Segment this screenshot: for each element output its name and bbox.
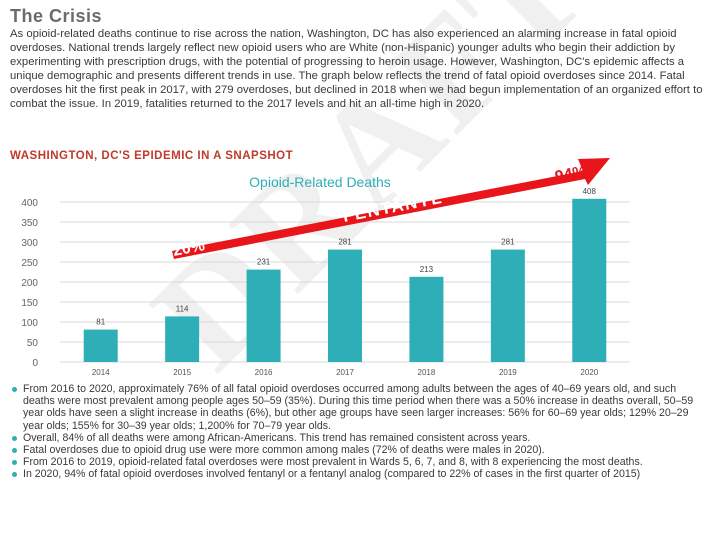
bar bbox=[490, 249, 525, 362]
x-tick-label: 2020 bbox=[580, 368, 598, 377]
bar-value-label: 81 bbox=[96, 318, 105, 327]
bullet-age-groups: From 2016 to 2020, approximately 76% of … bbox=[10, 383, 710, 432]
y-tick-label: 250 bbox=[21, 258, 38, 269]
start-percent-label: 20% bbox=[172, 237, 207, 260]
key-findings-list: From 2016 to 2020, approximately 76% of … bbox=[10, 383, 710, 481]
bar-value-label: 281 bbox=[338, 238, 352, 247]
snapshot-heading: WASHINGTON, DC'S EPIDEMIC IN A SNAPSHOT bbox=[10, 150, 294, 162]
y-tick-label: 200 bbox=[21, 278, 38, 289]
bar bbox=[328, 249, 362, 362]
bar-value-label: 281 bbox=[501, 238, 515, 247]
bar-value-label: 213 bbox=[420, 265, 434, 274]
bar-value-label: 231 bbox=[257, 258, 271, 267]
chart-bars: 81 114 231 281 213 281 408 bbox=[83, 187, 607, 362]
opioid-deaths-chart: Opioid-Related Deaths 0 50 100 150 200 250 300… bbox=[21, 158, 630, 377]
bar bbox=[572, 198, 607, 362]
bullet-fentanyl: In 2020, 94% of fatal opioid overdoses i… bbox=[10, 468, 710, 480]
y-tick-label: 150 bbox=[21, 298, 38, 309]
x-tick-label: 2014 bbox=[92, 368, 110, 377]
bullet-wards: From 2016 to 2019, opioid-related fatal … bbox=[10, 456, 710, 468]
intro-paragraph: As opioid-related deaths continue to ris… bbox=[10, 28, 703, 110]
x-axis: 2014 2015 2016 2017 2018 2019 2020 bbox=[92, 368, 599, 377]
y-tick-label: 350 bbox=[21, 218, 38, 229]
bullet-gender: Fatal overdoses due to opioid drug use w… bbox=[10, 444, 710, 456]
chart-title: Opioid-Related Deaths bbox=[249, 174, 391, 190]
bar bbox=[246, 269, 281, 362]
y-tick-label: 50 bbox=[27, 338, 39, 349]
bar bbox=[165, 316, 200, 362]
x-tick-label: 2018 bbox=[418, 368, 436, 377]
x-tick-label: 2019 bbox=[499, 368, 517, 377]
bar bbox=[83, 329, 118, 362]
bar-value-label: 408 bbox=[583, 187, 597, 196]
x-tick-label: 2015 bbox=[173, 368, 191, 377]
page-title: The Crisis bbox=[10, 6, 103, 26]
trend-arrow-shape bbox=[172, 158, 610, 259]
y-axis: 0 50 100 150 200 250 300 350 400 bbox=[21, 198, 38, 369]
y-tick-label: 0 bbox=[32, 358, 38, 369]
y-tick-label: 400 bbox=[21, 198, 38, 209]
x-tick-label: 2016 bbox=[255, 368, 273, 377]
y-tick-label: 300 bbox=[21, 238, 38, 249]
bar bbox=[409, 276, 444, 362]
x-tick-label: 2017 bbox=[336, 368, 354, 377]
end-percent-label: 94% bbox=[554, 163, 589, 186]
bar-value-label: 114 bbox=[176, 304, 189, 313]
y-tick-label: 100 bbox=[21, 318, 38, 329]
bullet-demographics: Overall, 84% of all deaths were among Af… bbox=[10, 432, 710, 444]
fentanyl-label: FENTANYL bbox=[341, 188, 444, 226]
